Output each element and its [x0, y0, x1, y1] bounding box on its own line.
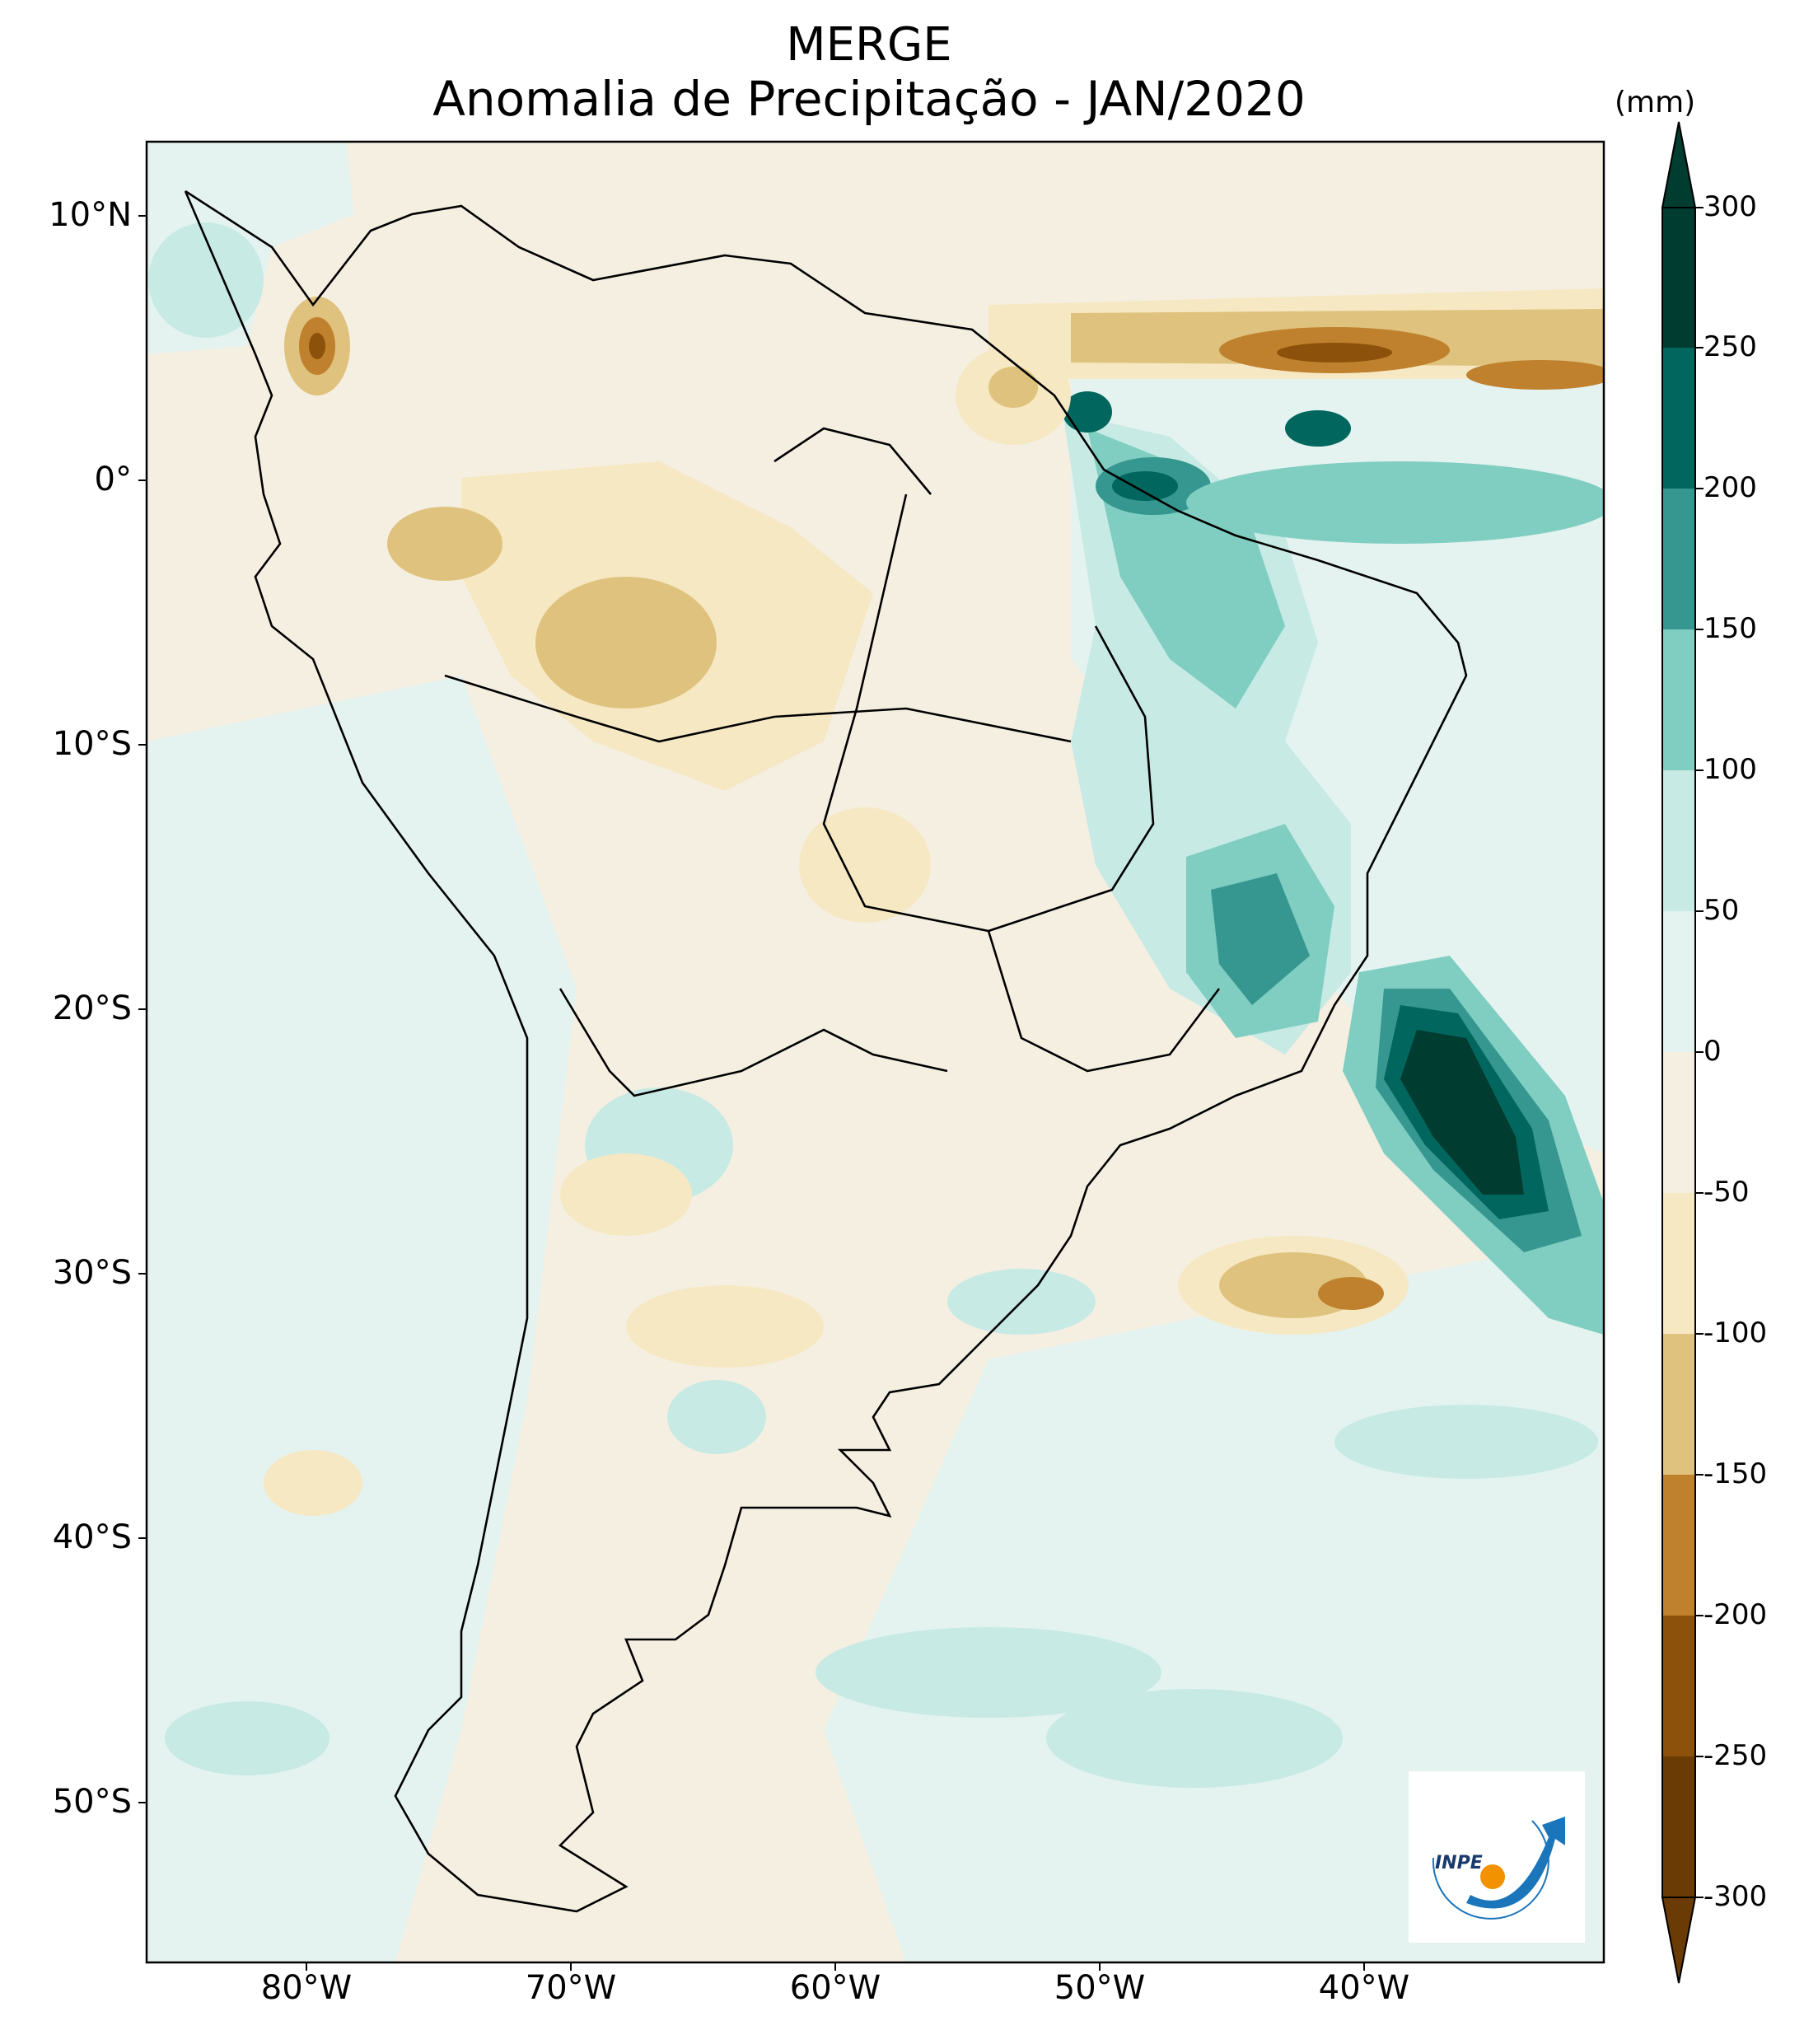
colorbar-tick-label: 0: [1704, 1035, 1722, 1068]
colorbar-tick-label: -200: [1704, 1598, 1768, 1631]
colorbar-tick-label: -150: [1704, 1457, 1768, 1490]
colorbar-tick-label: 150: [1704, 612, 1757, 645]
colorbar-bin-2: [1662, 489, 1695, 629]
anomaly-field: [147, 142, 1604, 1962]
lat-label: 20°S: [52, 989, 132, 1027]
colorbar-tick-label: 100: [1704, 753, 1757, 786]
colorbar-bottom-arrow: [1661, 1897, 1697, 1984]
lat-label: 50°S: [52, 1783, 132, 1821]
colorbar-bin-3: [1662, 629, 1695, 770]
inpe-logo: INPE: [1409, 1771, 1585, 1943]
axis-ticks: [138, 215, 1365, 1971]
colorbar-tick-label: 300: [1704, 190, 1757, 223]
colorbar-tick-label: 250: [1704, 330, 1757, 363]
colorbar-bin-4: [1662, 770, 1695, 911]
map-subtitle: Anomalia de Precipitação - JAN/2020: [432, 71, 1306, 127]
colorbar-tick-label: -250: [1704, 1739, 1768, 1772]
lat-label: 40°S: [52, 1518, 132, 1556]
inpe-logo-text: INPE: [1435, 1853, 1483, 1873]
colorbar-bin-8: [1662, 1334, 1695, 1475]
lon-label: 60°W: [789, 1969, 881, 2007]
colorbar: [1661, 121, 1704, 1984]
lat-label: 0°: [94, 461, 132, 498]
colorbar-tick-label: -50: [1704, 1176, 1750, 1209]
colorbar-bin-10: [1662, 1616, 1695, 1756]
colorbar-bin-7: [1662, 1193, 1695, 1334]
lon-label: 70°W: [525, 1969, 617, 2007]
colorbar-bin-9: [1662, 1475, 1695, 1616]
map-title: MERGE: [786, 18, 952, 72]
colorbar-tick-label: 50: [1704, 894, 1740, 927]
colorbar-tick-label: -100: [1704, 1317, 1768, 1349]
colorbar-tick-label: -300: [1704, 1880, 1768, 1913]
lat-label: 10°S: [52, 725, 132, 763]
lat-label: 10°N: [49, 196, 132, 234]
colorbar-bin-6: [1662, 1052, 1695, 1193]
colorbar-top-arrow: [1661, 121, 1697, 208]
colorbar-tick-label: 200: [1704, 471, 1757, 504]
colorbar-bin-5: [1662, 911, 1695, 1052]
lat-label: 30°S: [52, 1254, 132, 1292]
lon-label: 40°W: [1318, 1969, 1410, 2007]
colorbar-bin-0: [1662, 208, 1695, 348]
coastlines: [184, 189, 1468, 1913]
colorbar-unit: (mm): [1615, 86, 1696, 119]
map-frame: [145, 140, 1605, 1964]
lon-label: 80°W: [260, 1969, 353, 2007]
lon-label: 50°W: [1054, 1969, 1146, 2007]
colorbar-bin-11: [1662, 1756, 1695, 1897]
colorbar-bin-1: [1662, 348, 1695, 489]
